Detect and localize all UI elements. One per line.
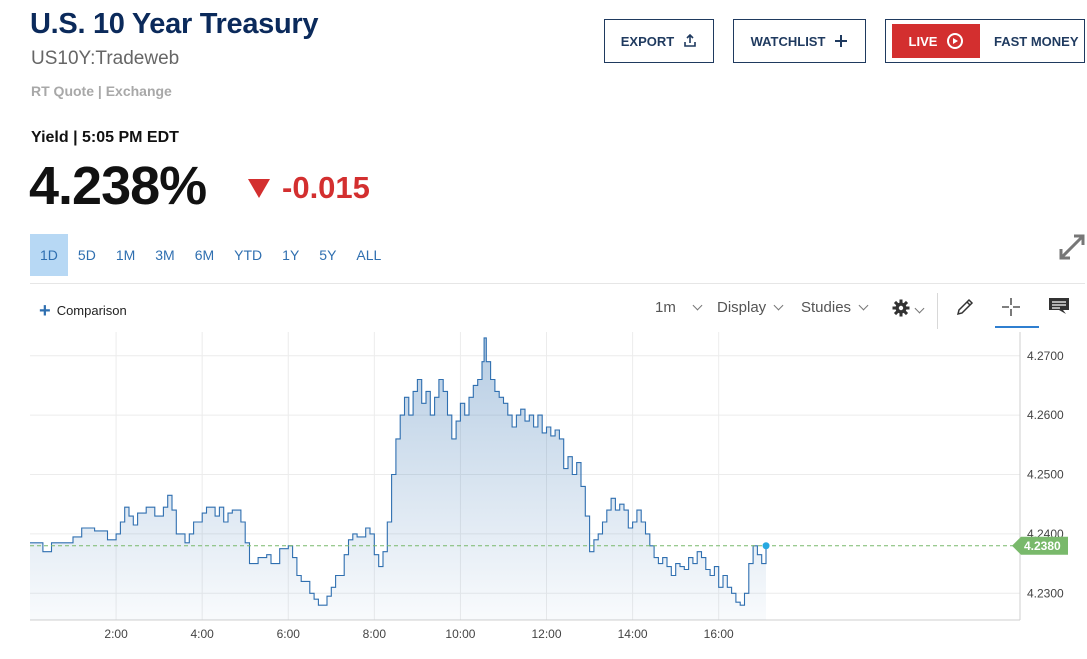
price-change: -0.015 — [248, 170, 370, 206]
range-all[interactable]: ALL — [356, 247, 382, 263]
range-3m[interactable]: 3M — [155, 247, 175, 263]
watchlist-button[interactable]: WATCHLIST — [733, 19, 866, 63]
x-tick-label: 14:00 — [618, 627, 648, 641]
range-ytd[interactable]: YTD — [234, 247, 263, 263]
y-tick-label: 4.2300 — [1027, 586, 1064, 600]
settings-dropdown[interactable] — [892, 299, 925, 321]
interval-label: 1m — [655, 299, 676, 316]
price-value: 4.238% — [29, 156, 207, 216]
upload-icon — [683, 34, 697, 48]
last-point-marker — [762, 542, 770, 550]
y-tick-label: 4.2600 — [1027, 408, 1064, 422]
x-tick-label: 4:00 — [190, 627, 214, 641]
crosshair-icon[interactable] — [1001, 297, 1021, 317]
down-arrow-icon — [248, 178, 270, 198]
yield-line — [30, 337, 767, 606]
range-6m[interactable]: 6M — [194, 247, 215, 263]
x-tick-label: 8:00 — [363, 627, 387, 641]
divider — [30, 283, 1085, 284]
range-5y[interactable]: 5Y — [319, 247, 337, 263]
toolbar-separator — [937, 293, 938, 329]
time-range-selector: 1D 5D 1M 3M 6M YTD 1Y 5Y ALL — [30, 234, 391, 276]
pencil-icon[interactable] — [955, 297, 975, 317]
interval-dropdown[interactable]: 1m — [655, 299, 703, 316]
range-1y[interactable]: 1Y — [282, 247, 300, 263]
page-title: U.S. 10 Year Treasury — [30, 8, 319, 40]
x-tick-label: 2:00 — [104, 627, 128, 641]
play-icon — [947, 33, 964, 49]
x-tick-label: 6:00 — [277, 627, 301, 641]
plus-icon — [834, 34, 848, 48]
display-label: Display — [717, 299, 767, 316]
fast-money-label: FAST MONEY — [994, 33, 1079, 49]
range-5d[interactable]: 5D — [77, 247, 96, 263]
watchlist-label: WATCHLIST — [750, 33, 826, 49]
export-button[interactable]: EXPORT — [604, 19, 714, 63]
export-label: EXPORT — [620, 33, 675, 49]
display-dropdown[interactable]: Display — [717, 299, 784, 316]
ticker-symbol: US10Y:Tradeweb — [31, 48, 180, 69]
gear-icon — [892, 299, 910, 321]
yield-label: Yield | 5:05 PM EDT — [31, 129, 179, 146]
y-tick-label: 4.2500 — [1027, 468, 1064, 482]
comment-icon[interactable] — [1048, 297, 1070, 315]
quote-source: RT Quote | Exchange — [31, 83, 172, 99]
live-badge[interactable]: LIVE — [892, 24, 980, 58]
plus-icon: + — [39, 299, 51, 322]
comparison-button[interactable]: + Comparison — [39, 299, 127, 322]
studies-dropdown[interactable]: Studies — [801, 299, 869, 316]
last-value-label: 4.2380 — [1024, 539, 1061, 553]
active-tool-indicator — [995, 326, 1039, 328]
yield-area — [30, 337, 766, 620]
comparison-label: Comparison — [56, 303, 127, 318]
range-1m[interactable]: 1M — [115, 247, 136, 263]
x-tick-label: 10:00 — [445, 627, 475, 641]
last-value-badge — [1012, 536, 1068, 555]
change-value: -0.015 — [282, 170, 370, 205]
studies-label: Studies — [801, 299, 852, 316]
live-fast-money-button[interactable]: LIVE FAST MONEY — [885, 19, 1085, 63]
live-label: LIVE — [908, 33, 938, 49]
range-1d[interactable]: 1D — [30, 234, 68, 276]
x-tick-label: 16:00 — [704, 627, 734, 641]
expand-icon[interactable] — [1058, 233, 1086, 266]
y-tick-label: 4.2700 — [1027, 349, 1064, 363]
x-tick-label: 12:00 — [532, 627, 562, 641]
